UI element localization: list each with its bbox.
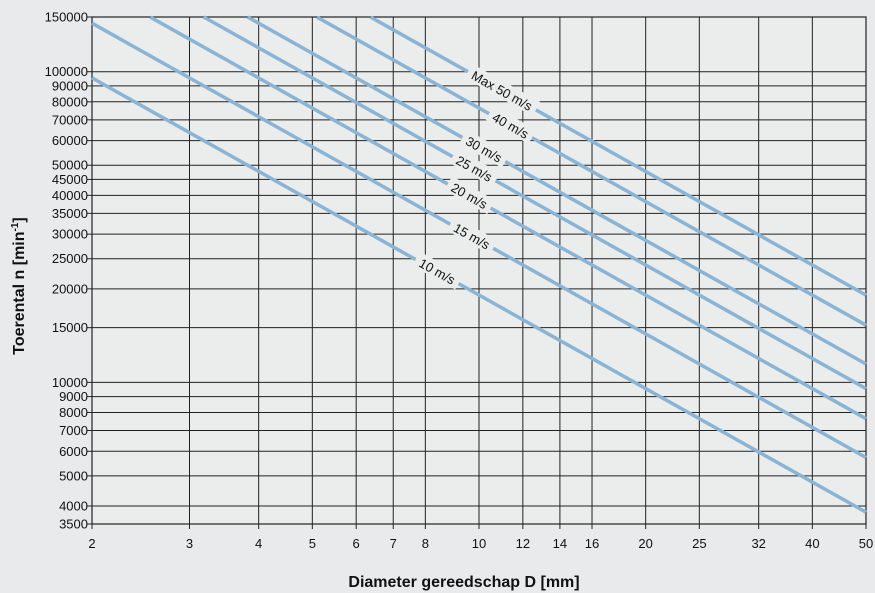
y-tick-label: 8000 — [59, 405, 88, 420]
x-tick-label: 10 — [472, 536, 486, 551]
series-line — [149, 15, 867, 421]
x-tick-label: 5 — [309, 536, 316, 551]
series-label-bg — [444, 176, 496, 215]
x-tick-label: 50 — [859, 536, 873, 551]
y-tick-label: 5000 — [59, 468, 88, 483]
y-axis-title-main: Toerental n [min — [11, 231, 28, 354]
y-tick-label: 4000 — [59, 498, 88, 513]
series-label-bg — [485, 105, 537, 144]
series-line — [246, 15, 867, 366]
series-label-bg — [458, 129, 510, 168]
y-tick-label: 90000 — [52, 78, 88, 93]
x-tick-label: 25 — [692, 536, 706, 551]
x-tick-label: 16 — [585, 536, 599, 551]
series-line — [316, 15, 867, 327]
y-tick-label: 70000 — [52, 112, 88, 127]
y-tick-label: 6000 — [59, 444, 88, 459]
y-tick-label: 30000 — [52, 227, 88, 242]
series-line — [91, 76, 867, 514]
y-tick-label: 150000 — [45, 10, 88, 25]
x-tick-label: 2 — [88, 536, 95, 551]
x-tick-label: 20 — [638, 536, 652, 551]
x-tick-label: 3 — [186, 536, 193, 551]
y-tick-label: 7000 — [59, 423, 88, 438]
x-tick-label: 32 — [751, 536, 765, 551]
y-tick-label: 20000 — [52, 281, 88, 296]
series-line — [369, 15, 867, 297]
series-line — [202, 15, 867, 391]
x-tick-label: 12 — [516, 536, 530, 551]
y-tick-label: 45000 — [52, 172, 88, 187]
x-tick-label: 4 — [255, 536, 262, 551]
series-label-bg — [412, 251, 463, 290]
x-tick-label: 7 — [390, 536, 397, 551]
x-tick-label: 6 — [353, 536, 360, 551]
x-tick-label: 40 — [805, 536, 819, 551]
y-tick-label: 25000 — [52, 251, 88, 266]
y-tick-label: 3500 — [59, 517, 88, 532]
series-label-bg — [464, 63, 541, 116]
x-tick-labels: 2 3 4 5 6 7 8 10 12 14 16 20 25 32 40 50 — [88, 536, 873, 551]
y-tick-label: 10000 — [52, 375, 88, 390]
y-tick-label: 35000 — [52, 206, 88, 221]
series-label-bg — [449, 148, 500, 187]
x-tick-label: 14 — [553, 536, 567, 551]
y-tick-label: 40000 — [52, 188, 88, 203]
plot-frame — [91, 16, 867, 525]
y-tick-label: 50000 — [52, 158, 88, 173]
y-tick-label: 9000 — [59, 389, 88, 404]
x-tick-label: 8 — [422, 536, 429, 551]
series-label-bg — [446, 216, 498, 255]
y-axis-title-end: ] — [11, 217, 28, 222]
y-axis-title-sup: -1 — [10, 222, 21, 231]
series-labels: 10 m/s15 m/s20 m/s25 m/s30 m/s40 m/sMax … — [412, 63, 541, 290]
y-tick-label: 100000 — [45, 64, 88, 79]
y-tick-label: 60000 — [52, 133, 88, 148]
y-tick-label: 80000 — [52, 94, 88, 109]
y-tick-label: 15000 — [52, 320, 88, 335]
x-axis-title: Diameter gereedschap D [mm] — [348, 574, 579, 591]
y-axis-title: Toerental n [min-1] — [10, 217, 28, 355]
